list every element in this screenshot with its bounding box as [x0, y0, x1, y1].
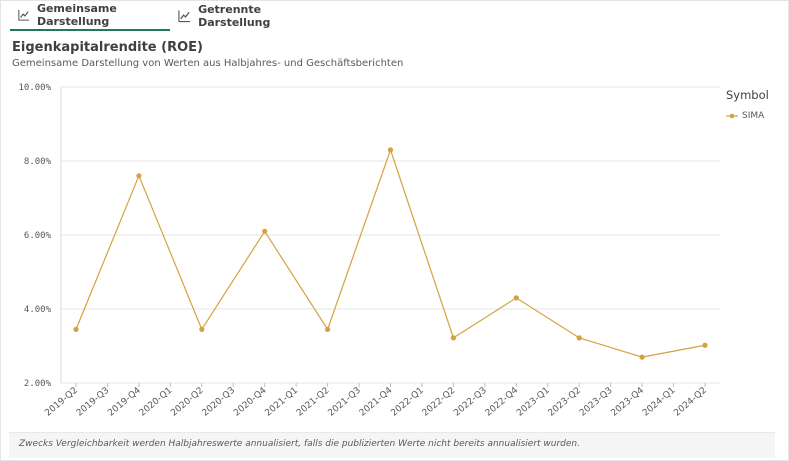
x-tick-label: 2023-Q3 [578, 386, 615, 419]
legend-marker [726, 113, 738, 119]
line-chart-icon [178, 9, 191, 22]
data-point[interactable] [136, 173, 142, 179]
y-tick-label: 10.00% [18, 83, 51, 93]
legend-title: Symbol [726, 88, 769, 102]
line-chart[interactable]: 10.00%8.00%6.00%4.00%2.00% 2019-Q22019-Q… [0, 70, 720, 430]
series-sima[interactable] [73, 147, 708, 360]
x-tick-label: 2021-Q1 [264, 386, 301, 419]
x-tick-label: 2020-Q3 [201, 386, 238, 419]
x-tick-label: 2021-Q2 [295, 386, 332, 419]
grid-lines [60, 86, 720, 384]
x-tick-label: 2020-Q2 [169, 386, 206, 419]
x-tick-label: 2022-Q1 [389, 386, 426, 419]
data-point[interactable] [325, 326, 331, 332]
x-tick-label: 2020-Q1 [138, 386, 175, 419]
tab-gemeinsame-darstellung[interactable]: Gemeinsame Darstellung [10, 0, 170, 31]
y-axis-ticks: 10.00% 8.00% 6.00% 4.00% 2.00% [18, 83, 51, 389]
data-point[interactable] [576, 335, 582, 341]
footnote-text: Zwecks Vergleichbarkeit werden Halbjahre… [19, 439, 580, 449]
data-point[interactable] [450, 335, 456, 341]
y-tick-label: 6.00% [24, 231, 52, 241]
legend-label: SIMA [742, 111, 765, 121]
chart-title: Eigenkapitalrendite (ROE) [12, 40, 203, 55]
x-tick-label: 2024-Q2 [672, 386, 709, 419]
data-point[interactable] [73, 326, 79, 332]
data-point[interactable] [387, 147, 394, 153]
tab-label: Getrennte Darstellung [198, 2, 271, 29]
data-point[interactable] [199, 326, 205, 332]
x-tick-label: 2019-Q3 [75, 386, 112, 419]
x-tick-label: 2022-Q3 [452, 386, 489, 419]
x-tick-label: 2019-Q4 [106, 385, 143, 418]
x-tick-label: 2023-Q2 [547, 386, 584, 419]
x-tick-label: 2022-Q4 [484, 385, 521, 418]
data-point[interactable] [513, 295, 519, 301]
x-tick-label: 2021-Q3 [326, 386, 363, 419]
legend-item-sima[interactable]: SIMA [726, 111, 769, 121]
x-tick-label: 2019-Q2 [43, 386, 80, 419]
tab-bar: Gemeinsame Darstellung Getrennte Darstel… [0, 0, 789, 32]
tab-getrennte-darstellung[interactable]: Getrennte Darstellung [178, 0, 328, 31]
line-chart-icon [18, 9, 30, 21]
x-tick-label: 2023-Q4 [609, 385, 646, 418]
y-tick-label: 2.00% [24, 379, 52, 389]
footnote-bar: Zwecks Vergleichbarkeit werden Halbjahre… [9, 432, 775, 458]
x-tick-label: 2021-Q4 [358, 385, 395, 418]
x-tick-label: 2020-Q4 [232, 385, 269, 418]
x-tick-label: 2024-Q1 [641, 386, 678, 419]
data-point[interactable] [639, 354, 645, 360]
tab-label: Gemeinsame Darstellung [36, 1, 117, 28]
legend: Symbol SIMA [726, 88, 769, 121]
x-axis-ticks: 2019-Q22019-Q32019-Q42020-Q12020-Q22020-… [43, 383, 709, 419]
y-tick-label: 8.00% [24, 157, 52, 167]
x-tick-label: 2022-Q2 [421, 386, 458, 419]
x-tick-label: 2023-Q1 [515, 386, 552, 419]
chart-subtitle: Gemeinsame Darstellung von Werten aus Ha… [12, 58, 404, 69]
data-point[interactable] [262, 228, 268, 234]
series-line [75, 148, 706, 358]
data-point[interactable] [702, 342, 708, 348]
y-tick-label: 4.00% [24, 305, 52, 315]
